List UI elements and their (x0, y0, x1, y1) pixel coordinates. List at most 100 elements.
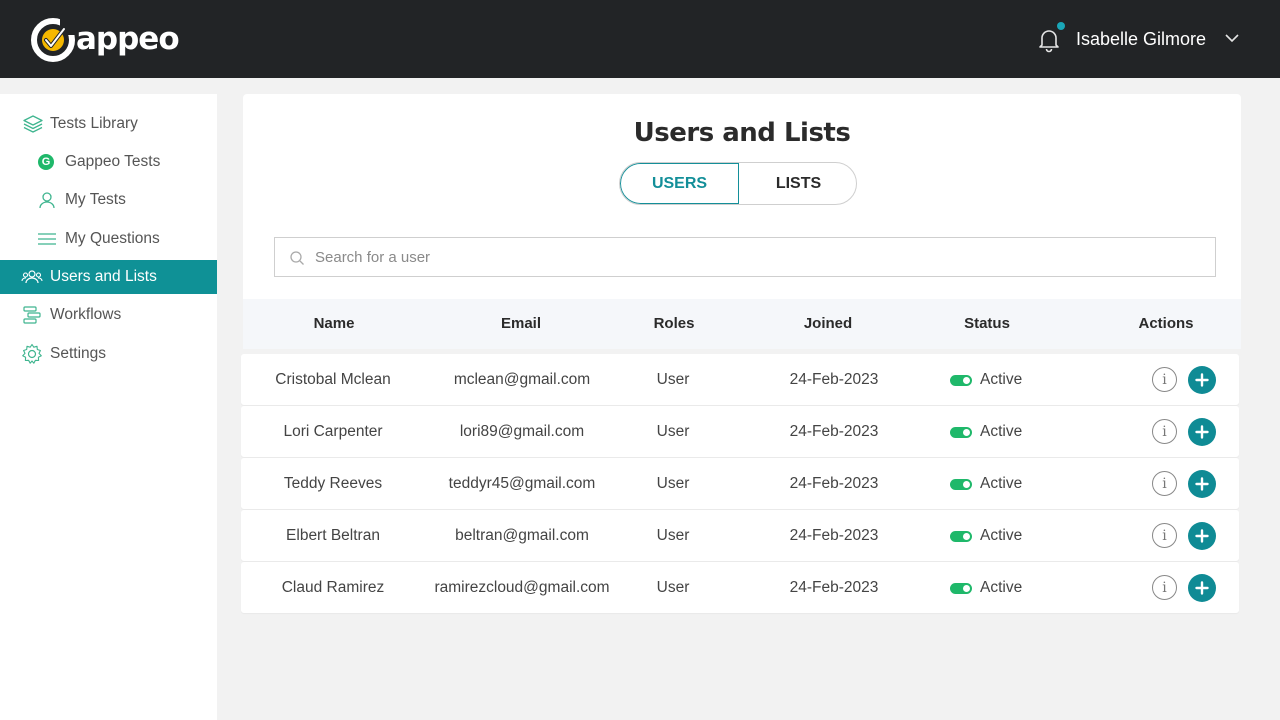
cell-joined: 24-Feb-2023 (789, 423, 879, 440)
user-name[interactable]: Isabelle Gilmore (1076, 29, 1207, 49)
status-text: Active (980, 579, 1023, 596)
cell-email: teddyr45@gmail.com (448, 475, 596, 492)
cell-name: Elbert Beltran (286, 527, 380, 544)
sidebar-item-label: My Questions (65, 230, 160, 247)
table-row[interactable]: Claud Ramirez ramirezcloud@gmail.com User 2… (241, 562, 1239, 613)
status-toggle[interactable] (950, 478, 972, 490)
status-toggle[interactable] (950, 530, 972, 542)
cell-status: Active (950, 371, 1022, 389)
sidebar: Tests Library G Gappeo Tests My Tests My… (0, 94, 217, 720)
cell-joined: 24-Feb-2023 (789, 475, 879, 492)
cell-joined: 24-Feb-2023 (789, 579, 879, 596)
column-header-email[interactable]: Email (500, 315, 542, 332)
sidebar-item-settings[interactable]: Settings (0, 337, 217, 371)
g-badge-icon: G (35, 151, 57, 173)
search-input[interactable] (315, 246, 1195, 268)
info-icon[interactable]: i (1152, 367, 1177, 392)
status-text: Active (980, 527, 1023, 544)
workflow-icon (21, 304, 43, 326)
sidebar-item-my-questions[interactable]: My Questions (0, 222, 217, 256)
table-header: Name Email Roles Joined Status Actions (243, 299, 1241, 349)
cell-joined: 24-Feb-2023 (789, 527, 879, 544)
plus-icon (1195, 581, 1209, 595)
table-row[interactable]: Elbert Beltran beltran@gmail.com User 24-Fe… (241, 510, 1239, 561)
sidebar-item-gappeo-tests[interactable]: G Gappeo Tests (0, 145, 217, 179)
cell-role: User (656, 371, 690, 388)
top-bar: appeo Isabelle Gilmore (0, 0, 1280, 78)
column-header-roles[interactable]: Roles (653, 315, 695, 332)
table-row[interactable]: Teddy Reeves teddyr45@gmail.com User 24-Feb… (241, 458, 1239, 509)
cell-name: Cristobal Mclean (275, 371, 391, 388)
add-icon[interactable] (1188, 522, 1216, 550)
status-toggle[interactable] (950, 374, 972, 386)
notification-dot (1057, 22, 1065, 30)
cell-role: User (656, 527, 690, 544)
cell-role: User (656, 475, 690, 492)
tab-lists[interactable]: LISTS (775, 174, 822, 192)
chevron-down-icon[interactable] (1224, 32, 1240, 44)
bell-icon[interactable] (1036, 27, 1062, 53)
cell-name: Teddy Reeves (283, 475, 383, 492)
sidebar-item-label: Users and Lists (50, 268, 157, 285)
add-icon[interactable] (1188, 418, 1216, 446)
user-icon (36, 189, 58, 211)
tab-switcher: USERS LISTS (619, 162, 857, 205)
plus-icon (1195, 477, 1209, 491)
info-icon[interactable]: i (1152, 575, 1177, 600)
cell-status: Active (950, 475, 1022, 493)
list-icon (36, 228, 58, 250)
status-toggle[interactable] (950, 426, 972, 438)
sidebar-item-label: My Tests (65, 191, 126, 208)
logo-text: appeo (76, 21, 180, 57)
sidebar-item-label: Tests Library (50, 115, 138, 132)
g-badge: G (38, 154, 54, 170)
gear-icon (21, 343, 43, 365)
cell-email: mclean@gmail.com (453, 371, 591, 388)
cell-status: Active (950, 423, 1022, 441)
status-text: Active (980, 475, 1023, 492)
cell-role: User (656, 423, 690, 440)
cell-name: Lori Carpenter (283, 423, 383, 440)
info-icon[interactable]: i (1152, 523, 1177, 548)
sidebar-item-label: Gappeo Tests (65, 153, 161, 170)
users-icon (21, 266, 43, 288)
sidebar-item-label: Settings (50, 345, 107, 362)
sidebar-item-workflows[interactable]: Workflows (0, 298, 217, 332)
sidebar-item-tests-library[interactable]: Tests Library (0, 107, 217, 141)
sidebar-item-my-tests[interactable]: My Tests (0, 183, 217, 217)
page-title: Users and Lists (633, 118, 851, 148)
plus-icon (1195, 373, 1209, 387)
cell-name: Claud Ramirez (281, 579, 385, 596)
gappeo-logo[interactable]: appeo (30, 14, 180, 64)
plus-icon (1195, 425, 1209, 439)
info-icon[interactable]: i (1152, 419, 1177, 444)
info-icon[interactable]: i (1152, 471, 1177, 496)
search-icon (290, 251, 304, 265)
column-header-joined[interactable]: Joined (803, 315, 853, 332)
cell-role: User (656, 579, 690, 596)
cell-email: ramirezcloud@gmail.com (434, 579, 610, 596)
column-header-actions: Actions (1138, 315, 1194, 332)
status-text: Active (980, 371, 1023, 388)
sidebar-item-label: Workflows (50, 306, 122, 323)
column-header-name[interactable]: Name (313, 315, 355, 332)
column-header-status[interactable]: Status (964, 315, 1010, 332)
layers-icon (22, 113, 44, 135)
status-toggle[interactable] (950, 582, 972, 594)
status-text: Active (980, 423, 1023, 440)
table-row[interactable]: Cristobal Mclean mclean@gmail.com User 24-F… (241, 354, 1239, 405)
cell-status: Active (950, 527, 1022, 545)
logo-mark-icon (31, 17, 76, 62)
table-row[interactable]: Lori Carpenter lori89@gmail.com User 24-Feb… (241, 406, 1239, 457)
search-box (274, 237, 1216, 277)
sidebar-item-users-and-lists[interactable]: Users and Lists (0, 260, 217, 294)
cell-email: lori89@gmail.com (459, 423, 585, 440)
cell-joined: 24-Feb-2023 (789, 371, 879, 388)
add-icon[interactable] (1188, 574, 1216, 602)
cell-email: beltran@gmail.com (455, 527, 589, 544)
add-icon[interactable] (1188, 366, 1216, 394)
tab-users[interactable]: USERS (620, 163, 739, 204)
cell-status: Active (950, 579, 1022, 597)
plus-icon (1195, 529, 1209, 543)
add-icon[interactable] (1188, 470, 1216, 498)
